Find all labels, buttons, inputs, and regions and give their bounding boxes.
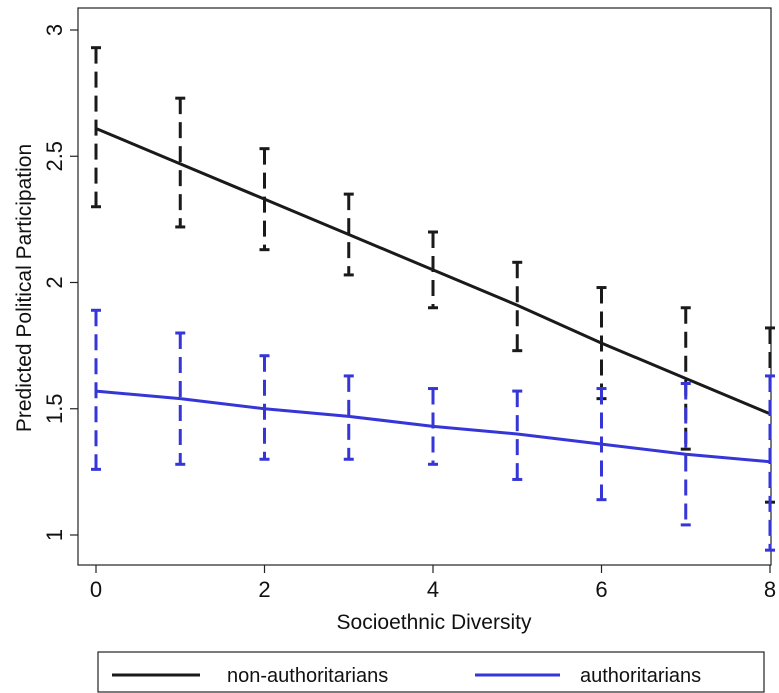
y-tick-label: 1 — [42, 529, 67, 541]
series-layer — [91, 46, 775, 552]
y-tick-label: 1.5 — [42, 393, 67, 424]
series-line — [95, 127, 771, 416]
legend-box — [97, 651, 765, 693]
x-tick-label: 8 — [764, 577, 776, 602]
x-tick-label: 4 — [427, 577, 439, 602]
x-tick-label: 6 — [595, 577, 607, 602]
y-tick-label: 3 — [42, 24, 67, 36]
y-axis: 1 1.5 2 2.5 3 — [42, 24, 78, 541]
y-tick-label: 2.5 — [42, 141, 67, 172]
y-axis-title: Predicted Political Participation — [13, 144, 36, 432]
series-authoritarians — [91, 308, 775, 552]
series-line — [95, 389, 771, 464]
x-axis: 0 2 4 6 8 — [90, 565, 776, 602]
legend-label: authoritarians — [580, 665, 701, 687]
legend-label: non-authoritarians — [227, 665, 388, 687]
x-tick-label: 2 — [258, 577, 270, 602]
series-non-authoritarians — [91, 46, 775, 504]
x-axis-title: Socioethnic Diversity — [337, 611, 532, 634]
legend: non-authoritarians authoritarians — [97, 651, 765, 693]
plot-area — [77, 7, 772, 566]
y-tick-label: 2 — [42, 276, 67, 288]
x-tick-label: 0 — [90, 577, 102, 602]
